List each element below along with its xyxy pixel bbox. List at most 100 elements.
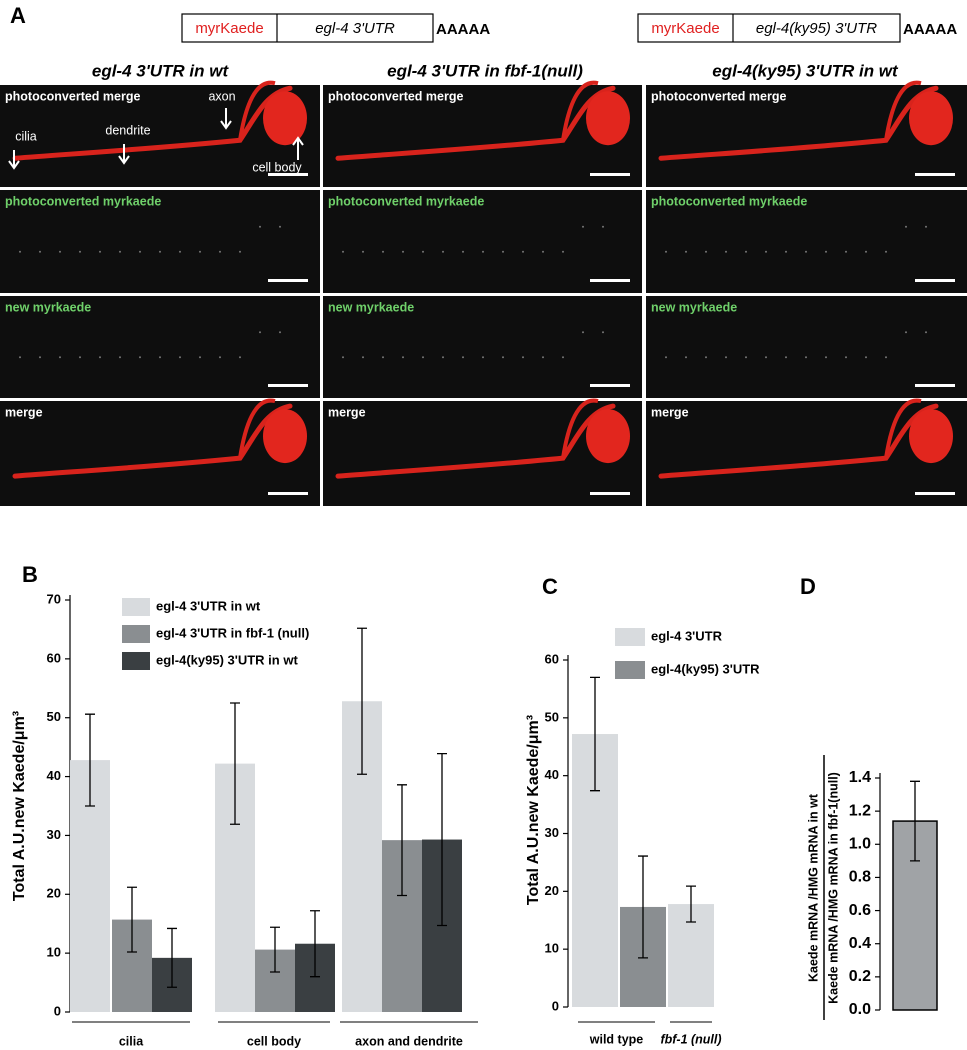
row-label: photoconverted merge <box>328 89 463 103</box>
speckle <box>482 356 484 359</box>
speckle <box>785 250 787 253</box>
cell-body <box>263 91 307 146</box>
panel-label: A <box>10 3 26 28</box>
legend-label: egl-4 3'UTR <box>651 628 723 643</box>
speckle <box>179 356 181 359</box>
construct-tail: AAAAA <box>436 21 490 38</box>
scale-bar <box>590 384 630 387</box>
y-tick-label: 0.6 <box>849 902 871 919</box>
y-tick-label: 0.4 <box>849 935 871 952</box>
speckle <box>382 250 384 253</box>
legend-swatch <box>615 628 645 646</box>
speckle <box>422 250 424 253</box>
row-label: new myrkaede <box>328 300 414 314</box>
speckle <box>725 250 727 253</box>
y-tick-label: 10 <box>545 941 559 956</box>
arrow-head <box>292 136 304 146</box>
construct-utr: egl-4 3'UTR <box>315 20 395 37</box>
y-tick-label: 50 <box>47 709 61 724</box>
speckle <box>825 356 827 359</box>
legend-label: egl-4(ky95) 3'UTR <box>651 661 760 676</box>
cell-body <box>263 409 307 464</box>
micrograph <box>323 296 642 398</box>
speckle <box>522 356 524 359</box>
y-tick-label: 50 <box>545 709 559 724</box>
speckle <box>885 250 887 253</box>
speckle <box>765 250 767 253</box>
x-tick-label: wild type <box>589 1032 644 1046</box>
micrograph <box>0 296 320 398</box>
speckle <box>99 250 101 253</box>
annotation: cilia <box>15 129 37 143</box>
legend-swatch <box>615 661 645 679</box>
neuron-axon <box>884 398 922 459</box>
speckle <box>99 356 101 359</box>
speckle <box>865 356 867 359</box>
speckle <box>159 356 161 359</box>
micrograph <box>646 190 967 293</box>
error-bar <box>590 676 600 792</box>
speckle <box>665 356 667 359</box>
row-label: new myrkaede <box>5 300 91 314</box>
speckle <box>905 331 907 334</box>
row-label: photoconverted myrkaede <box>328 194 484 208</box>
y-tick-label: 40 <box>545 767 559 782</box>
error-bar <box>270 926 280 973</box>
speckle <box>139 250 141 253</box>
construct-box <box>637 13 901 43</box>
construct-utr: egl-4(ky95) 3'UTR <box>756 20 877 37</box>
speckle <box>542 250 544 253</box>
speckle <box>179 250 181 253</box>
speckle <box>602 331 604 334</box>
speckle <box>482 250 484 253</box>
error-bar <box>357 627 367 775</box>
cell-body <box>909 91 953 146</box>
y-tick-label: 10 <box>47 945 61 960</box>
error-bar <box>230 702 240 825</box>
speckle <box>705 356 707 359</box>
y-tick-label: 0.2 <box>849 968 871 985</box>
x-tick-label: cilia <box>119 1034 144 1048</box>
speckle <box>79 356 81 359</box>
speckle <box>665 250 667 253</box>
speckle <box>602 225 604 228</box>
error-bar <box>437 752 447 927</box>
speckle <box>259 331 261 334</box>
error-bar <box>167 927 177 988</box>
speckle <box>462 250 464 253</box>
legend-label: egl-4 3'UTR in wt <box>156 598 261 613</box>
column-title: egl-4 3'UTR in wt <box>92 61 230 80</box>
neuron-axon <box>238 80 276 141</box>
y-tick-label: 60 <box>47 650 61 665</box>
speckle <box>542 356 544 359</box>
speckle <box>745 356 747 359</box>
speckle <box>19 356 21 359</box>
speckle <box>422 356 424 359</box>
speckle <box>362 356 364 359</box>
speckle <box>219 250 221 253</box>
neuron <box>335 85 616 161</box>
error-bar <box>638 855 648 959</box>
cell-body <box>586 91 630 146</box>
speckle <box>805 356 807 359</box>
speckle <box>382 356 384 359</box>
speckle <box>805 250 807 253</box>
x-tick-label: cell body <box>247 1034 301 1048</box>
y-tick-label: 0 <box>54 1003 61 1018</box>
speckle <box>905 225 907 228</box>
speckle <box>442 250 444 253</box>
speckle <box>845 250 847 253</box>
speckle <box>402 250 404 253</box>
construct-gene: myrKaede <box>651 20 719 37</box>
scale-bar <box>268 173 308 176</box>
speckle <box>685 356 687 359</box>
row-label: new myrkaede <box>651 300 737 314</box>
speckle <box>865 250 867 253</box>
speckle <box>59 250 61 253</box>
neuron <box>12 403 293 479</box>
construct-gene: myrKaede <box>195 20 263 37</box>
speckle <box>562 356 564 359</box>
row-label: merge <box>651 405 689 419</box>
row-label: photoconverted myrkaede <box>5 194 161 208</box>
speckle <box>845 356 847 359</box>
